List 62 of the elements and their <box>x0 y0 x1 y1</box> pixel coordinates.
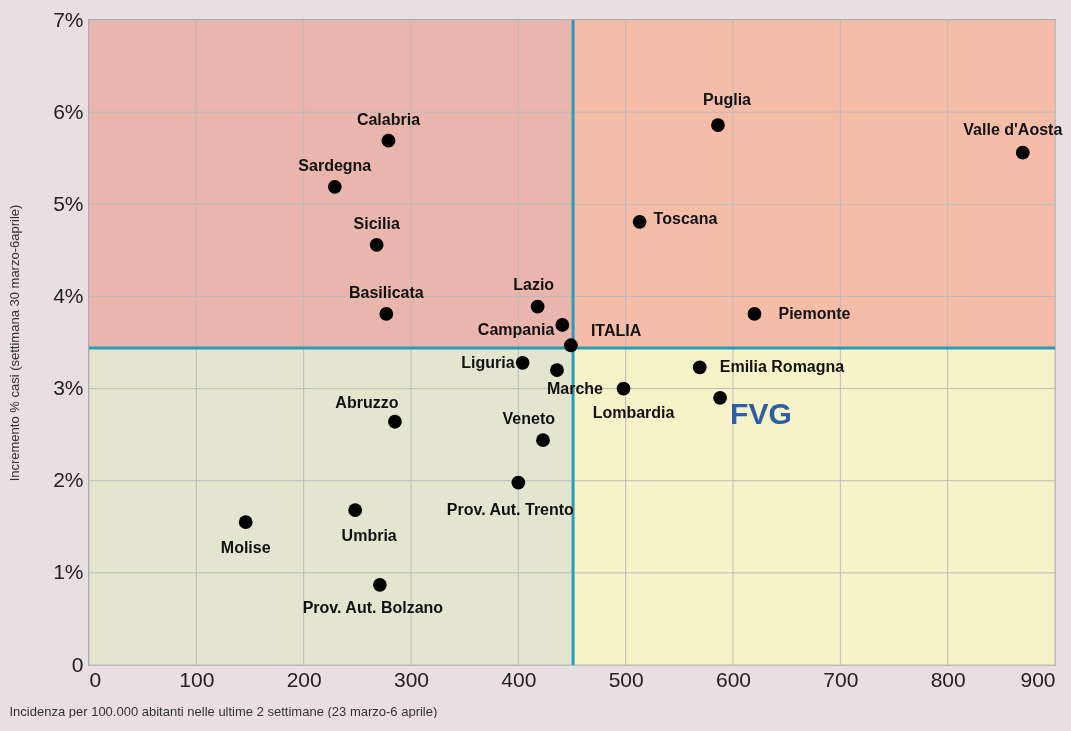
point <box>692 360 707 375</box>
point <box>369 237 384 252</box>
annotation: ITALIA <box>590 322 642 340</box>
point <box>348 503 363 518</box>
annotation: Piemonte <box>778 304 851 322</box>
y-tick-label: 1% <box>53 560 84 584</box>
point <box>564 338 578 353</box>
x-tick-label: 400 <box>501 667 537 691</box>
point <box>747 307 762 321</box>
x-tick-label: 0 <box>89 667 102 691</box>
point <box>388 414 402 429</box>
annotation: Sardegna <box>298 156 372 174</box>
point <box>379 307 394 321</box>
annotation: Sicilia <box>353 214 400 232</box>
y-tick-label: 4% <box>53 283 84 307</box>
x-tick-label: 100 <box>179 667 215 691</box>
annotation: Basilicata <box>348 283 424 301</box>
point <box>530 299 545 314</box>
annotation: FVG <box>730 396 792 430</box>
y-tick-label: 2% <box>53 468 84 492</box>
point <box>511 475 526 490</box>
annotation: Umbria <box>341 527 397 545</box>
annotation: Prov. Aut. Bolzano <box>302 598 444 616</box>
point <box>616 381 631 396</box>
point <box>711 118 725 132</box>
x-tick-label: 600 <box>715 667 752 691</box>
x-tick-label: 800 <box>930 667 966 691</box>
point <box>550 363 564 378</box>
annotation: Veneto <box>502 410 556 428</box>
annotation: Toscana <box>653 209 718 227</box>
y-axis-title: Incremento % casi (settimana 30 marzo-6aprile) <box>6 204 22 482</box>
annotation: Abruzzo <box>335 393 399 411</box>
annotation: Lazio <box>513 275 555 293</box>
x-tick-label: 900 <box>1020 667 1056 691</box>
annotation: Liguria <box>461 353 515 371</box>
point <box>381 133 396 148</box>
x-axis-title: Incidenza per 100.000 abitanti nelle ultime 2 settimane (23 marzo-6 aprile) <box>9 703 438 719</box>
y-tick-label: 0 <box>71 652 84 676</box>
y-tick-label: 3% <box>53 376 84 400</box>
annotation: Lombardia <box>592 403 675 421</box>
annotation: Emilia Romagna <box>719 358 845 376</box>
y-tick-label: 6% <box>53 99 84 123</box>
annotation: Puglia <box>702 91 752 109</box>
x-tick-label: 500 <box>608 667 644 691</box>
point <box>327 179 342 194</box>
y-tick-label: 7% <box>53 7 84 31</box>
annotation: Campania <box>477 320 555 338</box>
point <box>515 355 530 370</box>
point <box>372 577 387 592</box>
x-tick-label: 300 <box>393 667 430 691</box>
annotation: Molise <box>220 539 271 557</box>
annotation: Valle d'Aosta <box>963 120 1063 138</box>
point <box>632 214 647 229</box>
y-tick-label: 5% <box>53 191 84 215</box>
point <box>713 390 728 405</box>
x-tick-label: 200 <box>286 667 322 691</box>
point <box>555 318 570 332</box>
point <box>1015 145 1030 160</box>
point <box>238 515 253 530</box>
point <box>536 433 550 448</box>
x-tick-label: 700 <box>823 667 859 691</box>
annotation: Calabria <box>356 110 421 128</box>
